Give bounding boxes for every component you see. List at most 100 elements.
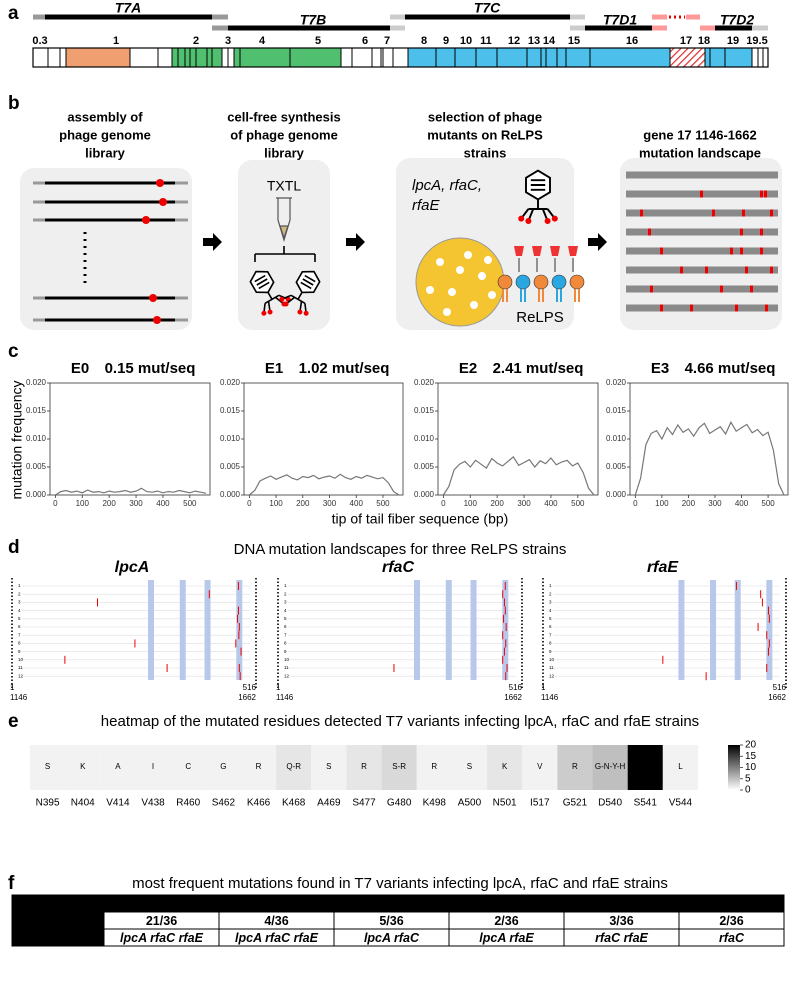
- y-tick-label: 0.020: [220, 378, 241, 387]
- heatmap-cell: [487, 745, 523, 790]
- panel-label: d: [8, 537, 20, 558]
- position-label: V544: [669, 798, 693, 809]
- genome-outline: [32, 47, 769, 68]
- domain-band: [766, 580, 773, 680]
- position-label: R460: [176, 798, 200, 809]
- gene-region: [172, 48, 222, 67]
- plaque: [436, 258, 444, 266]
- gene-label: 3: [225, 35, 231, 47]
- membrane-head: [569, 274, 585, 290]
- step-title: library: [264, 145, 305, 160]
- frequency-line: [442, 456, 595, 496]
- plaque: [448, 288, 456, 296]
- heatmap-cell: [381, 745, 417, 790]
- row-label: 12: [18, 673, 24, 678]
- position-label: A500: [458, 798, 482, 809]
- row-label: 5: [18, 616, 21, 621]
- gene-label: 19: [727, 35, 739, 47]
- row-label: 1: [18, 583, 21, 588]
- table-text: lpcA rfaC rfaE: [235, 931, 319, 945]
- landscape-mut: [700, 190, 703, 198]
- gene-label: 0.3: [32, 35, 47, 47]
- colorbar-label: 5: [745, 773, 751, 784]
- row-label: 4: [284, 608, 287, 613]
- strain-name: rfaC: [382, 559, 414, 576]
- heatmap-cell: [240, 745, 277, 790]
- row-label: 11: [284, 665, 289, 670]
- plaque: [443, 308, 451, 316]
- chart-title: E3: [651, 360, 669, 377]
- row-label: 4: [549, 608, 552, 613]
- step-title: phage genome: [59, 127, 151, 142]
- step-title: strains: [464, 145, 507, 160]
- y-tick-label: 0.015: [220, 406, 241, 415]
- table-text: S541R: [142, 897, 180, 911]
- row-label: 10: [549, 657, 555, 662]
- y-tick-label: 0.015: [26, 406, 47, 415]
- heatmap-cell: [170, 745, 206, 790]
- range-start: 1146: [541, 693, 559, 702]
- range-start: 1146: [10, 693, 28, 702]
- mutation-dot: [153, 316, 161, 324]
- row-label: 12: [284, 673, 290, 678]
- colorbar-label: 20: [745, 740, 757, 751]
- range-end: 1662: [238, 693, 256, 702]
- table-text: Mutation: [15, 897, 67, 911]
- operon-label: T7C: [474, 0, 501, 16]
- x-tick-label: 500: [183, 499, 197, 508]
- gene-label: 2: [193, 35, 199, 47]
- y-tick-label: 0.020: [26, 378, 47, 387]
- landscape-mut: [770, 209, 773, 217]
- x-tick-label: 300: [708, 499, 722, 508]
- y-tick-label: 0.000: [606, 490, 627, 499]
- mutation-dot: [159, 198, 167, 206]
- txtl-label: TXTL: [267, 178, 301, 194]
- row-label: 1: [284, 583, 287, 588]
- operon-label: T7B: [300, 12, 326, 28]
- table-text: 2/36: [494, 914, 518, 928]
- position-label: N404: [71, 798, 95, 809]
- range-end: 1662: [768, 693, 786, 702]
- position-label: A469: [317, 798, 341, 809]
- lps: [514, 246, 524, 256]
- landscape-bar: [626, 304, 778, 312]
- position-label: K468: [282, 798, 306, 809]
- plaque: [484, 256, 492, 264]
- table-text: D540N/Y/H/G: [353, 897, 429, 911]
- position-label: S541: [634, 798, 658, 809]
- row-label: 10: [18, 657, 24, 662]
- step-title: selection of phage: [428, 109, 542, 124]
- membrane-head: [497, 274, 513, 290]
- heatmap-cell: [662, 745, 698, 790]
- domain-band: [414, 580, 421, 680]
- plaque: [456, 266, 464, 274]
- row-label: 9: [284, 649, 287, 654]
- range-end: 516: [243, 683, 257, 692]
- gene-label: 11: [480, 35, 492, 47]
- domain-band: [470, 580, 477, 680]
- panel-label: c: [8, 341, 19, 362]
- gene-label: 12: [508, 35, 520, 47]
- range-end: 516: [509, 683, 523, 692]
- range-end: 516: [773, 683, 787, 692]
- landscape-mut: [690, 304, 693, 312]
- chart-subtitle: 1.02 mut/seq: [299, 360, 390, 377]
- x-tick-label: 300: [323, 499, 337, 508]
- y-tick-label: 0.015: [606, 406, 627, 415]
- plaque: [478, 272, 486, 280]
- heatmap-cell: [311, 745, 347, 790]
- y-tick-label: 0.010: [26, 434, 47, 443]
- row-label: 4: [18, 608, 21, 613]
- heatmap-cell: [30, 745, 66, 790]
- x-tick-label: 300: [129, 499, 143, 508]
- plot-frame: [629, 382, 789, 496]
- x-tick-label: 200: [682, 499, 696, 508]
- landscape-mut: [760, 247, 763, 255]
- row-label: 7: [18, 632, 21, 637]
- y-tick-label: 0.005: [220, 462, 241, 471]
- row-label: 1: [549, 583, 552, 588]
- gene-label: 4: [259, 35, 266, 47]
- row-label: 5: [549, 616, 552, 621]
- gene-region: [408, 48, 752, 67]
- landscape-mut: [740, 247, 743, 255]
